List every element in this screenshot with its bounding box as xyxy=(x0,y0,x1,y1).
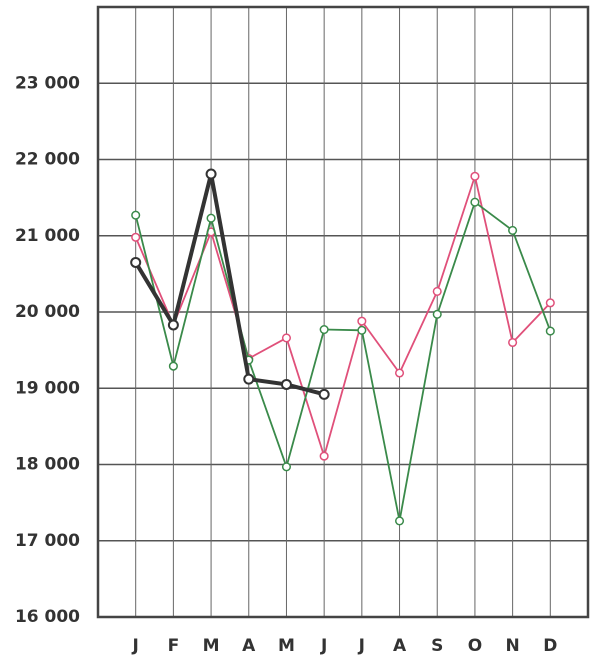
data-point xyxy=(394,368,405,378)
data-point xyxy=(470,197,480,207)
x-tick-label: S xyxy=(431,636,443,656)
y-tick-label: 20 000 xyxy=(15,302,80,322)
data-point xyxy=(205,168,217,180)
data-point xyxy=(168,361,178,371)
data-point xyxy=(545,298,555,308)
data-point xyxy=(470,171,480,181)
data-point xyxy=(130,256,142,268)
x-tick-label: F xyxy=(168,636,180,656)
data-point xyxy=(281,333,292,343)
x-tick-label: O xyxy=(468,636,482,656)
y-tick-label: 21 000 xyxy=(15,226,80,246)
y-tick-label: 19 000 xyxy=(15,378,80,398)
x-tick-label: N xyxy=(505,636,519,656)
data-point xyxy=(432,286,442,296)
x-tick-label: M xyxy=(278,636,295,656)
x-tick-label: D xyxy=(543,636,557,656)
data-point xyxy=(281,462,292,472)
data-point xyxy=(131,232,141,242)
plot-frame xyxy=(96,5,590,619)
series-line xyxy=(134,175,551,458)
data-point xyxy=(545,326,555,336)
y-tick-label: 16 000 xyxy=(15,607,80,627)
y-tick-label: 17 000 xyxy=(15,531,80,551)
series-line xyxy=(134,201,552,522)
data-point xyxy=(508,225,518,235)
data-point xyxy=(357,325,367,335)
data-point xyxy=(319,324,329,335)
data-point xyxy=(508,337,518,348)
x-tick-label: A xyxy=(393,636,407,656)
x-tick-label: A xyxy=(242,636,256,656)
data-point xyxy=(206,213,216,223)
data-point xyxy=(280,378,292,390)
data-point xyxy=(357,316,367,326)
series-line xyxy=(133,171,325,397)
data-point xyxy=(243,373,255,385)
data-point xyxy=(167,319,179,331)
x-tick-label: M xyxy=(203,636,220,656)
x-tick-label: J xyxy=(358,636,365,656)
y-tick-label: 23 000 xyxy=(15,73,80,93)
x-tick-label: J xyxy=(320,636,327,656)
data-point xyxy=(131,210,141,220)
data-point xyxy=(318,388,330,400)
data-point xyxy=(319,451,329,461)
data-point xyxy=(432,309,442,319)
y-tick-label: 18 000 xyxy=(15,455,80,475)
x-tick-label: J xyxy=(132,636,139,656)
y-tick-label: 22 000 xyxy=(15,150,80,170)
data-point xyxy=(394,516,405,526)
